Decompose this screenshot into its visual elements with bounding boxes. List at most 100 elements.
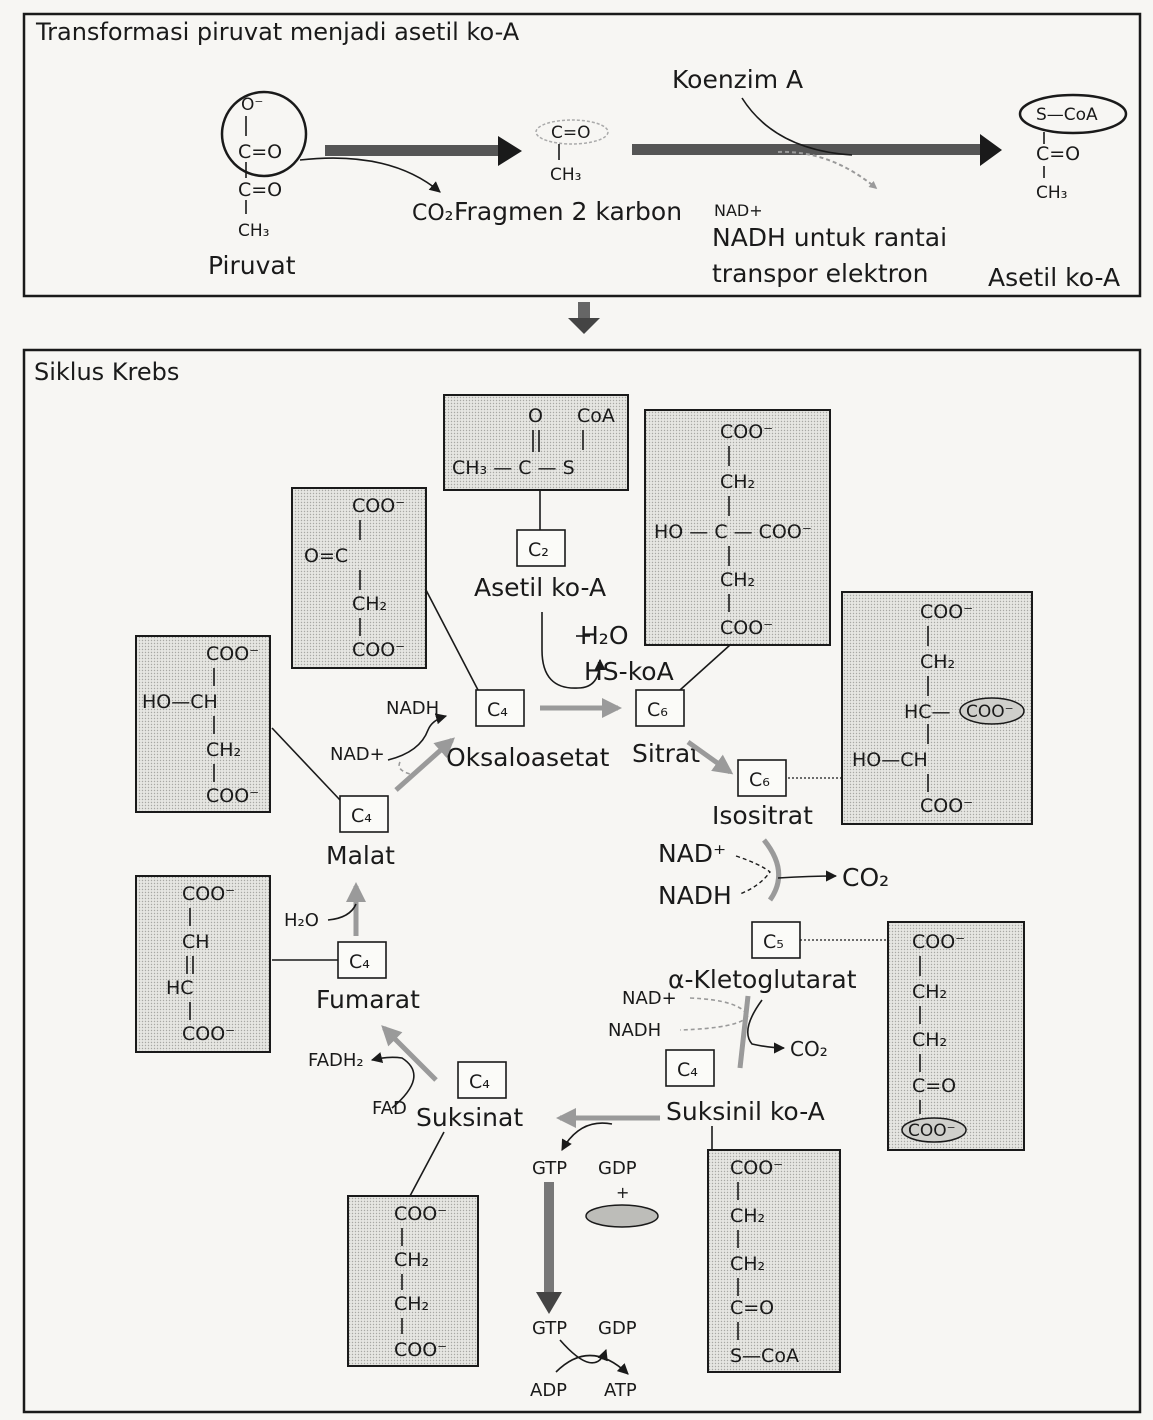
acetyl-coa-structure-top: S—CoA C=O CH₃ [1018,93,1128,203]
succ-coo-top: COO⁻ [394,1203,447,1225]
oaa-coo-top: COO⁻ [352,495,405,517]
tag-c5-text: C₅ [763,931,784,953]
fum-hc: HC [166,977,194,999]
carboxyl-circle [220,90,308,178]
label-fad: FAD [372,1098,407,1119]
decarboxylation-arrow [299,136,522,193]
arrow-isocitrate-to-ketoglutarate [762,838,782,902]
citrate-coo-top: COO⁻ [720,421,773,443]
panel-down-arrow [568,302,600,334]
label-malat: Malat [326,841,395,870]
label-h2o-2: H₂O [284,910,319,931]
citrate-coo-bottom: COO⁻ [720,617,773,639]
fragment-ch3: CH₃ [550,165,581,185]
arrow-malate-to-oaa [394,737,455,792]
tag-c4-suksinat-text: C₄ [469,1071,490,1093]
label-plus: + [616,1183,629,1202]
mal-ho-ch: HO—CH [142,691,218,713]
label-co2-1: CO₂ [842,863,889,892]
tag-c4-suksinat [457,1061,507,1099]
tag-c4-oaa-text: C₄ [487,699,508,721]
label-isositrat: Isositrat [712,801,813,830]
akg-c-o: C=O [912,1075,956,1097]
tag-c4-fumarat-text: C₄ [349,951,370,973]
pyruvate-ch3: CH₃ [238,221,269,241]
oxaloacetate-box: COO⁻ O=C CH₂ COO⁻ [291,487,427,669]
tag-c6-isositrat-text: C₆ [749,769,770,791]
label-suksinat: Suksinat [416,1103,523,1132]
label-ketoglutarat: α-Kletoglutarat [668,965,857,994]
citrate-ho-c-coo: HO — C — COO⁻ [654,521,812,543]
acetyl-fragment-structure: C=O CH₃ [535,119,609,185]
label-hs-koa: HS-koA [584,657,674,686]
label-oksaloasetat: Oksaloasetat [446,743,610,772]
arrow-citrate-to-isocitrate [686,739,734,775]
tag-c4-oksaloasetat [475,689,525,727]
acetyl-box-ch3-c-s: CH₃ — C — S [452,457,575,479]
scoa-c-o: C=O [730,1297,774,1319]
fum-ch: CH [182,931,210,953]
label-gtp-2: GTP [532,1318,567,1339]
mal-coo-top: COO⁻ [206,643,259,665]
scoa-ch2-1: CH₂ [730,1205,765,1227]
oaa-coo-bottom: COO⁻ [352,639,405,661]
ketoglutarate-box: COO⁻ CH₂ CH₂ C=O COO⁻ [887,921,1025,1151]
label-koenzim-a: Koenzim A [672,65,803,94]
pyruvate-c-o-2: C=O [238,179,282,201]
iso-ho-ch: HO—CH [852,749,928,771]
tag-c4-suksinil [665,1049,715,1087]
tag-c6-sitrat [635,689,685,727]
label-suksinil-ko-a: Suksinil ko-A [666,1097,825,1126]
label-atp: ATP [604,1380,637,1401]
fumarate-box: COO⁻ CH HC COO⁻ [135,875,271,1053]
label-adp: ADP [530,1380,567,1401]
acetyl-entry-arrow [541,612,606,689]
label-co2-released: CO₂ [412,201,454,226]
succinate-box: COO⁻ CH₂ CH₂ COO⁻ [347,1195,479,1367]
label-gdp-1: GDP [598,1158,637,1179]
label-asetil-ko-a-top: Asetil ko-A [988,263,1120,292]
mal-coo-bottom: COO⁻ [206,785,259,807]
label-h2o: H₂O [580,621,629,650]
iso-coo-top: COO⁻ [920,601,973,623]
akg-coo-circled: COO⁻ [908,1121,956,1141]
iso-ch2: CH₂ [920,651,955,673]
tag-c4-suksinil-text: C₄ [677,1059,698,1081]
acetyl-c-o: C=O [1036,143,1080,165]
label-nad-plus-3: NAD+ [330,744,385,765]
label-fragmen-2-karbon: Fragmen 2 karbon [454,197,682,226]
citrate-ch2-2: CH₂ [720,569,755,591]
label-nadh-note-1: NADH untuk rantai [712,223,947,252]
scoa-coo: COO⁻ [730,1157,783,1179]
label-nad-plus-2: NAD+ [622,988,677,1009]
tag-c6-sitrat-text: C₆ [647,699,668,721]
tag-c6-isositrat [737,759,787,797]
label-gtp-1: GTP [532,1158,567,1179]
scoa-s-coa: S—CoA [730,1345,799,1367]
acetyl-coa-box: O CoA CH₃ — C — S [443,394,629,491]
fum-coo-top: COO⁻ [182,883,235,905]
label-nad-sup-1: NAD⁺ [658,839,726,868]
label-nad-plus-top: NAD+ [714,201,763,220]
label-fumarat: Fumarat [316,985,420,1014]
oaa-o-c: O=C [304,545,348,567]
iso-hc: HC— [904,701,951,723]
akg-coo-top: COO⁻ [912,931,965,953]
akg-ch2-2: CH₂ [912,1029,947,1051]
label-asetil-ko-a: Asetil ko-A [474,573,606,602]
arrow-ketoglutarate-to-succinylcoa [737,995,751,1069]
iso-coo-bottom: COO⁻ [920,795,973,817]
fragment-c-o: C=O [551,123,591,143]
acetyl-box-coa: CoA [577,405,615,427]
mal-ch2: CH₂ [206,739,241,761]
label-nadh-note-2: transpor elektron [712,259,929,288]
label-nadh-2: NADH [608,1020,661,1041]
oaa-ch2: CH₂ [352,593,387,615]
succ-ch2-2: CH₂ [394,1293,429,1315]
pyruvate-o-minus: O⁻ [241,95,263,115]
label-co2-2: CO₂ [790,1037,828,1061]
scoa-ch2-2: CH₂ [730,1253,765,1275]
arrow-succinate-to-fumarate [381,1025,438,1082]
gtp-down-arrow [544,1182,554,1294]
